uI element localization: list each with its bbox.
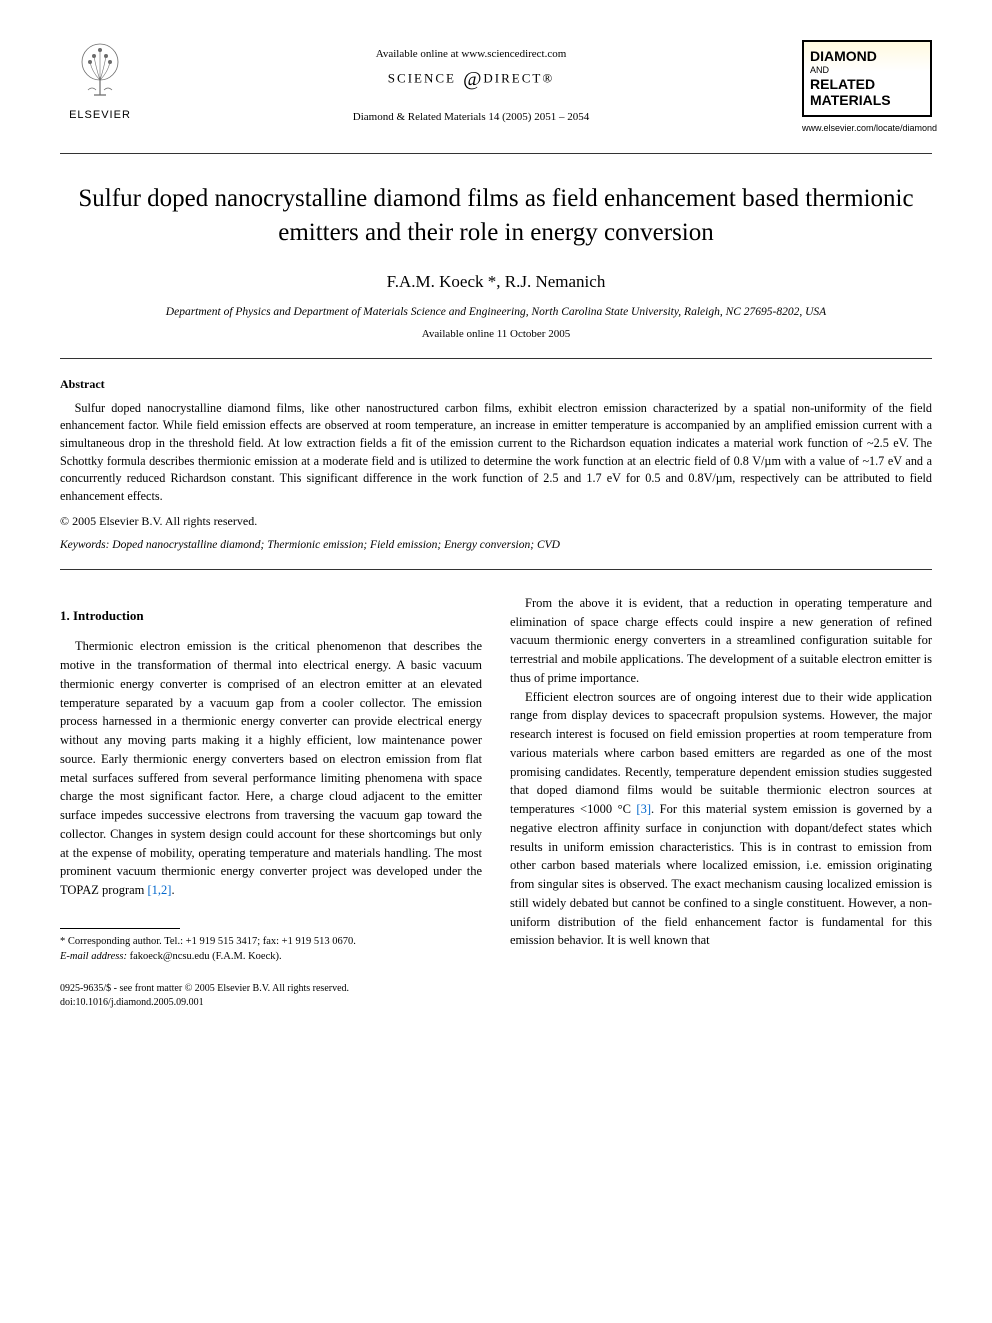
keywords-text: Doped nanocrystalline diamond; Thermioni… xyxy=(109,539,560,551)
header-center: Available online at www.sciencedirect.co… xyxy=(140,40,802,123)
ref-link-3[interactable]: [3] xyxy=(636,802,651,816)
article-title: Sulfur doped nanocrystalline diamond fil… xyxy=(60,182,932,250)
intro-p1-text: Thermionic electron emission is the crit… xyxy=(60,639,482,897)
available-online-date: Available online 11 October 2005 xyxy=(60,328,932,340)
science-direct-logo: SCIENCE @DIRECT® xyxy=(140,68,802,91)
intro-paragraph-1: Thermionic electron emission is the crit… xyxy=(60,637,482,900)
footer: 0925-9635/$ - see front matter © 2005 El… xyxy=(60,982,482,1010)
footer-doi: doi:10.1016/j.diamond.2005.09.001 xyxy=(60,996,482,1010)
journal-line2: RELATED xyxy=(810,76,924,93)
abstract-text: Sulfur doped nanocrystalline diamond fil… xyxy=(60,400,932,506)
ref-link-1-2[interactable]: [1,2] xyxy=(148,883,172,897)
journal-title-box: DIAMOND AND RELATED MATERIALS xyxy=(802,40,932,117)
section-1-heading: 1. Introduction xyxy=(60,606,482,626)
intro-p1-end: . xyxy=(171,883,174,897)
page-header: ELSEVIER Available online at www.science… xyxy=(60,40,932,133)
publisher-name: ELSEVIER xyxy=(60,109,140,121)
available-online-text: Available online at www.sciencedirect.co… xyxy=(140,48,802,60)
elsevier-tree-icon xyxy=(70,40,130,100)
sd-right: DIRECT® xyxy=(483,70,554,85)
journal-url: www.elsevier.com/locate/diamond xyxy=(802,123,932,133)
intro-paragraph-2: From the above it is evident, that a red… xyxy=(510,594,932,688)
keywords-label: Keywords: xyxy=(60,539,109,551)
body-columns: 1. Introduction Thermionic electron emis… xyxy=(60,594,932,1010)
affiliation: Department of Physics and Department of … xyxy=(60,306,932,318)
intro-p3-b: . For this material system emission is g… xyxy=(510,802,932,947)
column-left: 1. Introduction Thermionic electron emis… xyxy=(60,594,482,1010)
journal-line1: DIAMOND xyxy=(810,48,924,65)
sd-at-icon: @ xyxy=(456,68,483,90)
footnote-email-line: E-mail address: fakoeck@ncsu.edu (F.A.M.… xyxy=(60,950,482,965)
intro-paragraph-3: Efficient electron sources are of ongoin… xyxy=(510,688,932,951)
authors: F.A.M. Koeck *, R.J. Nemanich xyxy=(60,272,932,292)
pre-abstract-rule xyxy=(60,358,932,359)
abstract-heading: Abstract xyxy=(60,377,932,392)
journal-line3: MATERIALS xyxy=(810,92,924,109)
email-address: fakoeck@ncsu.edu (F.A.M. Koeck). xyxy=(127,951,282,962)
email-label: E-mail address: xyxy=(60,951,127,962)
footnote-rule xyxy=(60,928,180,929)
sd-left: SCIENCE xyxy=(388,70,456,85)
corresponding-author-footnote: * Corresponding author. Tel.: +1 919 515… xyxy=(60,935,482,964)
keywords: Keywords: Doped nanocrystalline diamond;… xyxy=(60,539,932,551)
journal-logo: DIAMOND AND RELATED MATERIALS www.elsevi… xyxy=(802,40,932,133)
footnote-corresponding: * Corresponding author. Tel.: +1 919 515… xyxy=(60,935,482,950)
header-rule xyxy=(60,153,932,154)
journal-reference: Diamond & Related Materials 14 (2005) 20… xyxy=(140,111,802,123)
intro-p3-a: Efficient electron sources are of ongoin… xyxy=(510,690,932,817)
footer-issn: 0925-9635/$ - see front matter © 2005 El… xyxy=(60,982,482,996)
column-right: From the above it is evident, that a red… xyxy=(510,594,932,1010)
publisher-logo: ELSEVIER xyxy=(60,40,140,121)
abstract-copyright: © 2005 Elsevier B.V. All rights reserved… xyxy=(60,514,932,529)
journal-and: AND xyxy=(810,65,924,76)
post-abstract-rule xyxy=(60,569,932,570)
